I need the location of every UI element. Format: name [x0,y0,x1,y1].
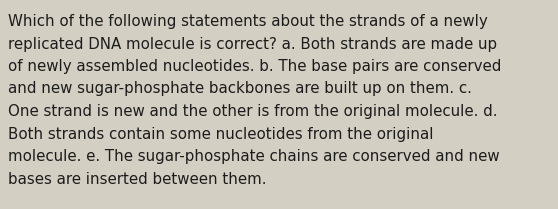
Text: and new sugar-phosphate backbones are built up on them. c.: and new sugar-phosphate backbones are bu… [8,82,472,97]
Text: One strand is new and the other is from the original molecule. d.: One strand is new and the other is from … [8,104,498,119]
Text: molecule. e. The sugar-phosphate chains are conserved and new: molecule. e. The sugar-phosphate chains … [8,149,499,164]
Text: replicated DNA molecule is correct? a. Both strands are made up: replicated DNA molecule is correct? a. B… [8,37,497,51]
Text: of newly assembled nucleotides. b. The base pairs are conserved: of newly assembled nucleotides. b. The b… [8,59,502,74]
Text: Both strands contain some nucleotides from the original: Both strands contain some nucleotides fr… [8,126,434,141]
Text: bases are inserted between them.: bases are inserted between them. [8,172,267,186]
Text: Which of the following statements about the strands of a newly: Which of the following statements about … [8,14,488,29]
